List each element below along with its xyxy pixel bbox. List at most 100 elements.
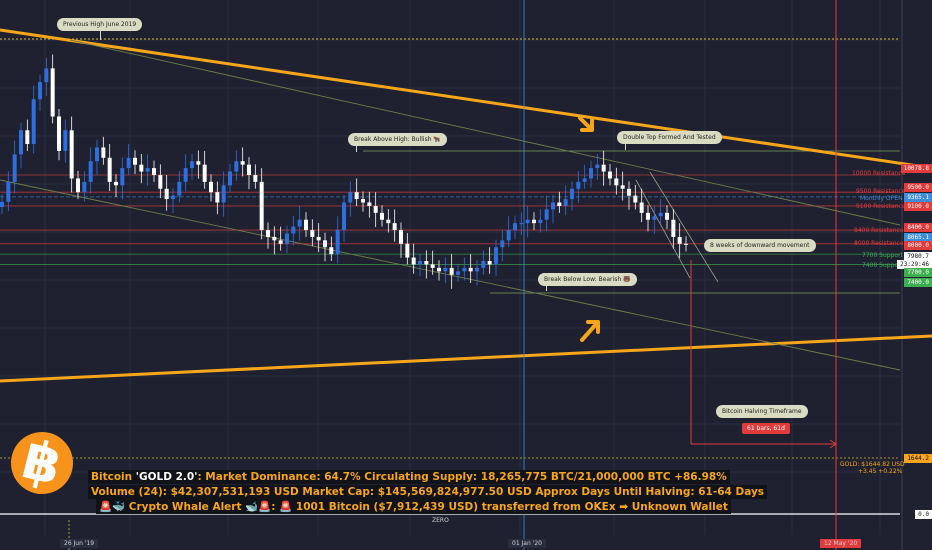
candle-body-11 — [69, 130, 74, 179]
gold-change-label: +3.45 +0.22% — [858, 468, 903, 475]
candle-body-32 — [202, 164, 207, 182]
candle-body-63 — [399, 230, 403, 244]
candle-body-88 — [557, 202, 562, 206]
x-label-may-20: 12 May '20 — [820, 539, 862, 548]
candle-body-40 — [253, 175, 258, 182]
candle-body-9 — [57, 116, 61, 151]
candle-body-7 — [44, 68, 49, 83]
info-line-volume: Volume (24): $42,307,531,193 USD Market … — [88, 485, 768, 499]
info-line1-prefix: Bitcoin — [91, 471, 136, 483]
zero-line-label: ZERO — [432, 517, 449, 524]
gold-price-label: GOLD: $1644.82 USD — [840, 461, 905, 468]
candle-body-60 — [380, 212, 384, 220]
candle-body-69 — [437, 267, 441, 272]
candle-body-96 — [608, 171, 612, 179]
candle-body-10 — [63, 130, 68, 151]
axis-tag-9100: 9100.0 — [904, 202, 932, 211]
level-label-7700: 7700 Support — [862, 252, 903, 259]
candle-body-104 — [658, 212, 663, 217]
callout-double-top-text: Double Top Formed And Tested — [623, 134, 716, 141]
candle-body-66 — [418, 261, 422, 265]
candle-body-52 — [329, 247, 334, 255]
callout-halving-timeframe: Bitcoin Halving Timeframe — [716, 405, 808, 418]
candle-body-42 — [266, 230, 270, 237]
callout-downward-movement: 8 weeks of downward movement — [704, 239, 816, 252]
candle-body-72 — [456, 271, 460, 275]
candle-body-19 — [120, 168, 125, 186]
candle-body-37 — [234, 161, 239, 172]
callout-previous-high-text: Previous High June 2019 — [63, 21, 137, 28]
info-line1-rest: : Market Dominance: 64.7% Circulating Su… — [197, 471, 727, 483]
candle-body-102 — [646, 212, 650, 220]
x-label-jan-20: 01 Jan '20 — [508, 539, 546, 548]
candle-body-58 — [367, 202, 372, 206]
candle-body-64 — [405, 243, 410, 258]
candle-body-70 — [443, 267, 448, 272]
candle-body-6 — [38, 82, 42, 100]
candle-body-38 — [240, 161, 245, 165]
candle-body-31 — [196, 161, 201, 165]
candle-body-49 — [310, 230, 315, 237]
candle-body-93 — [589, 168, 593, 179]
axis-tag-8065: 8065.1 — [904, 233, 932, 242]
info-line-dominance: Bitcoin 'GOLD 2.0': Market Dominance: 64… — [88, 470, 730, 484]
candle-body-43 — [272, 236, 277, 241]
candle-body-74 — [468, 267, 473, 272]
candle-body-15 — [95, 147, 99, 162]
axis-tag-9500: 9500.0 — [904, 183, 932, 192]
candle-body-0 — [0, 201, 4, 207]
candle-body-29 — [183, 168, 188, 182]
callout-break-below-low-text: Break Below Low: Bearish 🐻 — [544, 276, 631, 283]
candle-body-5 — [31, 99, 36, 145]
halving-range-text: 61 bars, 61d — [747, 425, 785, 432]
callout-break-above-high: Break Above High: Bullish 🐂 — [348, 133, 447, 152]
info-line1-gold: 'GOLD 2.0' — [135, 471, 198, 483]
candle-body-80 — [506, 230, 511, 241]
candle-body-3 — [19, 130, 23, 155]
candle-body-45 — [285, 233, 289, 244]
candle-body-50 — [316, 236, 321, 241]
callout-halving-timeframe-text: Bitcoin Halving Timeframe — [722, 408, 802, 415]
candle-body-94 — [595, 164, 600, 169]
level-label-8400: 8400 Resistance — [854, 227, 904, 234]
candle-body-68 — [430, 264, 435, 268]
candlesticks — [0, 54, 688, 289]
candle-body-82 — [519, 223, 524, 225]
level-label-8000: 8000 Resistance — [854, 240, 904, 247]
candle-body-67 — [424, 261, 429, 265]
arrow-down-icon — [578, 116, 594, 132]
candle-body-27 — [171, 195, 175, 200]
candle-body-48 — [304, 219, 308, 231]
axis-tag-9365: 9365.1 — [904, 193, 932, 202]
candle-body-16 — [101, 147, 106, 158]
candle-body-26 — [164, 188, 169, 200]
axis-tag-7700: 7700.0 — [904, 268, 932, 277]
candle-body-8 — [50, 68, 55, 117]
level-label-9100: 9100 Resistance — [856, 203, 906, 210]
candle-body-21 — [133, 157, 137, 165]
candle-body-84 — [532, 219, 536, 224]
candle-body-73 — [462, 267, 467, 272]
candle-body-108 — [684, 243, 688, 245]
upper-trend-line — [0, 28, 932, 170]
callout-downward-movement-text: 8 weeks of downward movement — [710, 242, 810, 249]
candle-body-20 — [126, 157, 131, 169]
candle-body-13 — [82, 181, 87, 193]
candle-body-54 — [342, 202, 346, 231]
wedge-line-a — [635, 179, 691, 279]
horizontal-levels — [0, 38, 900, 515]
candle-body-106 — [671, 219, 676, 237]
axis-tag-zero: 0.0 — [915, 510, 932, 519]
chart-grid — [0, 0, 903, 550]
candle-body-71 — [449, 267, 454, 275]
candle-body-18 — [114, 181, 118, 186]
candle-body-22 — [139, 164, 144, 172]
candle-body-30 — [190, 161, 194, 169]
candle-body-103 — [652, 216, 657, 220]
arrow-up-icon — [580, 320, 600, 342]
candle-body-36 — [228, 171, 232, 186]
candle-body-53 — [335, 230, 340, 255]
